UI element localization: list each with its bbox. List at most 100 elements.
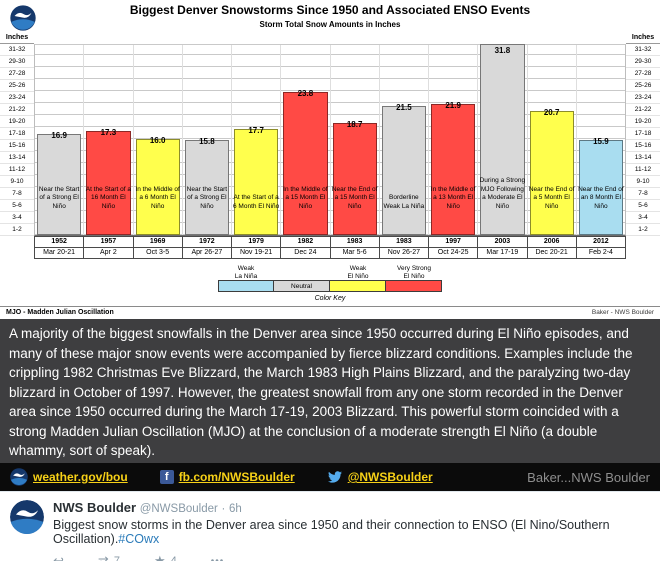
reply-button[interactable]: ↩ (53, 553, 64, 561)
bar-column: 21.5 Borderline Weak La Niña (380, 45, 429, 235)
y-axis-tick: 5-6 (0, 200, 34, 212)
hashtag-link[interactable]: #COwx (118, 532, 160, 546)
tweet-media[interactable]: Biggest Denver Snowstorms Since 1950 and… (0, 0, 660, 491)
weather-gov-link[interactable]: weather.gov/bou (10, 468, 128, 486)
legend-item: Very Strong El Niño (385, 264, 442, 292)
date-cell: Feb 2-4 (576, 248, 626, 259)
snow-bar (431, 103, 476, 235)
legend-label (274, 264, 330, 280)
bar-value-label: 21.5 (396, 103, 412, 112)
snow-bar (578, 139, 623, 235)
chart-title: Biggest Denver Snowstorms Since 1950 and… (129, 3, 531, 17)
reply-icon: ↩ (53, 553, 64, 561)
year-cell: 2006 (527, 237, 577, 248)
bar-enso-note: Near the Start of a Strong El Niño (186, 185, 228, 210)
chart-bottom-row: MJO - Madden Julian Oscillation Baker - … (0, 306, 660, 319)
year-cell: 1983 (379, 237, 429, 248)
date-cell: Mar 17-19 (478, 248, 528, 259)
facebook-link[interactable]: f fb.com/NWSBoulder (159, 470, 295, 484)
year-cell: 2003 (478, 237, 528, 248)
year-cell: 1952 (35, 237, 85, 248)
bar-enso-note: In the Middle of a 13 Month El Niño (430, 185, 476, 210)
bar-value-label: 15.9 (593, 136, 609, 146)
date-cell: Dec 20-21 (527, 248, 577, 259)
retweet-button[interactable]: ⇄ 7 (98, 553, 120, 561)
bar-value-label: 18.7 (346, 119, 363, 129)
bar-value-label: 16.0 (149, 136, 166, 145)
twitter-handle-label: @NWSBoulder (347, 470, 433, 484)
y-axis-tick: 1-2 (0, 224, 34, 236)
date-row: Mar 20-21 Apr 2 Oct 3-5 Apr 26-27 Nov 19-21 D… (35, 248, 626, 259)
y-axis-tick: 13-14 (0, 152, 34, 164)
y-axis-tick: 11-12 (0, 164, 34, 176)
color-key-legend: Weak La Niña Neutral Weak El Niño Very Stro… (0, 264, 660, 292)
tweet-handle[interactable]: @NWSBoulder (139, 503, 218, 515)
twitter-link[interactable]: @NWSBoulder (327, 470, 433, 484)
bar-value-label: 17.7 (248, 125, 264, 135)
legend-item: Weak La Niña (218, 264, 274, 292)
y-axis-tick: 23-24 (626, 92, 660, 104)
y-axis-tick: 1-2 (626, 224, 660, 236)
year-cell: 1969 (133, 237, 183, 248)
legend-item: Neutral (273, 264, 330, 292)
bar-enso-note: At the Start of a 6 Month El Niño (233, 194, 280, 210)
tweet: NWS Boulder @NWSBoulder · 6h Biggest sno… (0, 491, 660, 561)
favorite-count: 4 (170, 555, 177, 561)
y-axis-tick: 27-28 (0, 68, 34, 80)
y-axis-tick: 21-22 (0, 104, 34, 116)
bar-enso-note: At the Start of a 16 Month El Niño (85, 185, 131, 210)
bar-enso-note: In the Middle of a 15 Month El Niño (283, 185, 328, 210)
image-credit: Baker...NWS Boulder (527, 469, 650, 485)
plot-area: 16.9 Near the Start of a Strong El Niño 17… (34, 44, 626, 236)
bar-enso-note: Near the Start of a Strong El Niño (38, 185, 80, 210)
y-axis-tick: 21-22 (626, 104, 660, 116)
avatar[interactable] (10, 500, 44, 534)
snow-bar (529, 110, 574, 235)
y-axis-tick: 11-12 (626, 164, 660, 176)
y-axis-tick: 5-6 (626, 200, 660, 212)
y-axis-tick: 17-18 (0, 128, 34, 140)
bar-value-label: 21.9 (445, 100, 461, 110)
y-axis-tick: 3-4 (626, 212, 660, 224)
bar-value-label: 23.8 (297, 89, 314, 99)
tweet-header: NWS Boulder @NWSBoulder · 6h (53, 500, 650, 515)
y-axis-tick: 15-16 (626, 140, 660, 152)
favorite-button[interactable]: ★ 4 (154, 553, 177, 561)
tweet-actions: ↩ ⇄ 7 ★ 4 ••• (53, 553, 650, 561)
y-axis-tick: 3-4 (0, 212, 34, 224)
bar-column: 16.9 Near the Start of a Strong El Niño (35, 45, 85, 235)
tweet-separator: · (221, 503, 226, 515)
y-axis-tick: 13-14 (626, 152, 660, 164)
snow-bar (86, 131, 131, 235)
year-cell: 1957 (84, 237, 134, 248)
legend-label: Weak El Niño (347, 265, 369, 280)
snow-bar (37, 133, 82, 235)
tweet-timestamp[interactable]: 6h (228, 503, 242, 515)
chart-credit: Baker - NWS Boulder (591, 309, 654, 316)
more-button[interactable]: ••• (211, 556, 225, 561)
y-axis-tick: 7-8 (0, 188, 34, 200)
bar-column: 18.7 Near the End of a 15 Month El Niño (331, 45, 380, 235)
bar-enso-note: Borderline Weak La Niña (383, 194, 425, 210)
snow-bar (480, 44, 525, 235)
y-axis-tick: 25-26 (626, 80, 660, 92)
year-cell: 1983 (330, 237, 380, 248)
bar-column: 17.7 At the Start of a 6 Month El Niño (232, 45, 282, 235)
date-cell: Apr 26-27 (182, 248, 232, 259)
y-axis-tick: 27-28 (626, 68, 660, 80)
weather-gov-label: weather.gov/bou (33, 470, 128, 484)
year-cell: 1979 (232, 237, 282, 248)
snow-bar (283, 92, 328, 235)
tweet-display-name[interactable]: NWS Boulder (53, 500, 137, 515)
y-axis-tick: 19-20 (626, 116, 660, 128)
y-axis-right: Inches 31-32 29-30 27-28 25-26 23-24 21-22 19-… (626, 32, 660, 236)
bar-value-label: 15.8 (199, 137, 215, 147)
legend-swatch (385, 280, 442, 292)
snow-bar (381, 106, 426, 235)
date-cell: Oct 24-25 (429, 248, 479, 259)
y-axis-tick: 17-18 (626, 128, 660, 140)
legend-label: Very Strong El Niño (397, 265, 431, 280)
year-cell: 1982 (281, 237, 331, 248)
snow-bar (234, 128, 279, 235)
